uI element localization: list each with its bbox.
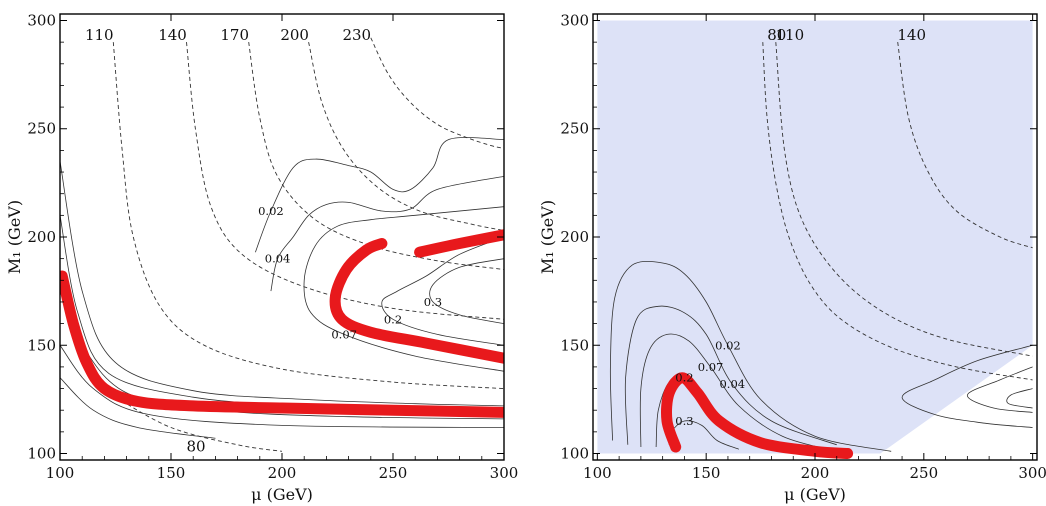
- density-contour-6: [270, 176, 504, 292]
- relic-density-band-2: [414, 229, 504, 258]
- density-contour-label: 0.07: [698, 360, 724, 374]
- y-tick-label: 250: [560, 120, 589, 138]
- density-contour-label: 0.02: [715, 338, 741, 352]
- mass-contour-label: 140: [158, 26, 187, 44]
- x-tick-label: 100: [46, 464, 75, 482]
- density-contour-6: [967, 366, 1033, 413]
- x-tick-label: 300: [490, 464, 519, 482]
- mass-contour-label: 230: [342, 26, 371, 44]
- density-contour-label: 0.04: [719, 377, 745, 391]
- density-contour-3: [60, 345, 504, 428]
- density-contour-8: [381, 236, 504, 346]
- density-contour-1: [624, 305, 837, 446]
- density-contour-4: [60, 377, 216, 439]
- y-axis-title: M₁ (GeV): [538, 200, 557, 274]
- mass-contour-2: [186, 42, 504, 320]
- x-tick-label: 300: [1018, 464, 1046, 482]
- density-contour-label: 0.2: [675, 371, 693, 385]
- density-contour-2: [639, 333, 837, 452]
- density-contour-5: [255, 137, 504, 253]
- y-tick-label: 200: [560, 228, 589, 246]
- y-tick-label: 100: [560, 445, 589, 463]
- mass-contour-label: 170: [220, 26, 249, 44]
- y-tick-label: 150: [27, 336, 56, 354]
- density-contour-5: [901, 344, 1033, 428]
- x-tick-label: 200: [268, 464, 297, 482]
- y-tick-label: 300: [27, 11, 56, 29]
- x-axis-title: μ (GeV): [251, 485, 313, 504]
- mass-contour-label: 110: [776, 26, 805, 44]
- y-tick-label: 250: [27, 120, 56, 138]
- relic-density-band-0: [60, 270, 504, 418]
- x-tick-label: 200: [801, 464, 830, 482]
- mass-contour-label: 140: [897, 26, 926, 44]
- density-contour-label: 0.3: [424, 295, 442, 309]
- mass-contour-0: [115, 396, 283, 452]
- mass-contour-label: 110: [85, 26, 114, 44]
- density-contour-label: 0.2: [384, 312, 402, 326]
- mass-contour-0: [762, 42, 1033, 381]
- left-chart-panel: 0.02 0.04 0.07 0.2 0.3 80 110 140 170 200 230 100 15…: [5, 11, 518, 504]
- x-tick-label: 100: [583, 464, 612, 482]
- y-tick-label: 150: [560, 336, 589, 354]
- density-contour-7: [303, 206, 504, 372]
- mass-contour-label: 200: [280, 26, 309, 44]
- mass-contour-label: 80: [767, 26, 786, 44]
- y-tick-label: 200: [27, 228, 56, 246]
- mass-contour-4: [308, 42, 504, 231]
- x-axis-title: μ (GeV): [784, 485, 846, 504]
- x-tick-label: 250: [379, 464, 408, 482]
- mass-contour-2: [897, 42, 1033, 249]
- density-contour-label: 0.07: [331, 327, 357, 341]
- y-axis-title: M₁ (GeV): [5, 200, 24, 274]
- mass-contour-1: [775, 42, 1033, 357]
- y-tick-label: 300: [560, 11, 589, 29]
- density-contour-label: 0.04: [265, 252, 291, 266]
- excluded-region: [597, 20, 1033, 454]
- density-contour-label: 0.3: [675, 414, 693, 428]
- mass-contour-5: [370, 37, 504, 149]
- mass-contour-label: 80: [186, 437, 205, 455]
- mass-contour-3: [248, 42, 504, 270]
- density-contour-0: [609, 260, 892, 452]
- x-tick-label: 150: [692, 464, 721, 482]
- relic-density-band-0: [661, 372, 854, 459]
- x-tick-label: 250: [910, 464, 939, 482]
- density-contour-label: 0.02: [258, 204, 284, 218]
- density-contour-0: [60, 161, 504, 407]
- density-contour-7: [1006, 388, 1033, 409]
- y-tick-label: 100: [27, 445, 56, 463]
- x-tick-label: 150: [157, 464, 186, 482]
- mass-contour-1: [112, 42, 504, 390]
- relic-density-band-1: [329, 238, 504, 364]
